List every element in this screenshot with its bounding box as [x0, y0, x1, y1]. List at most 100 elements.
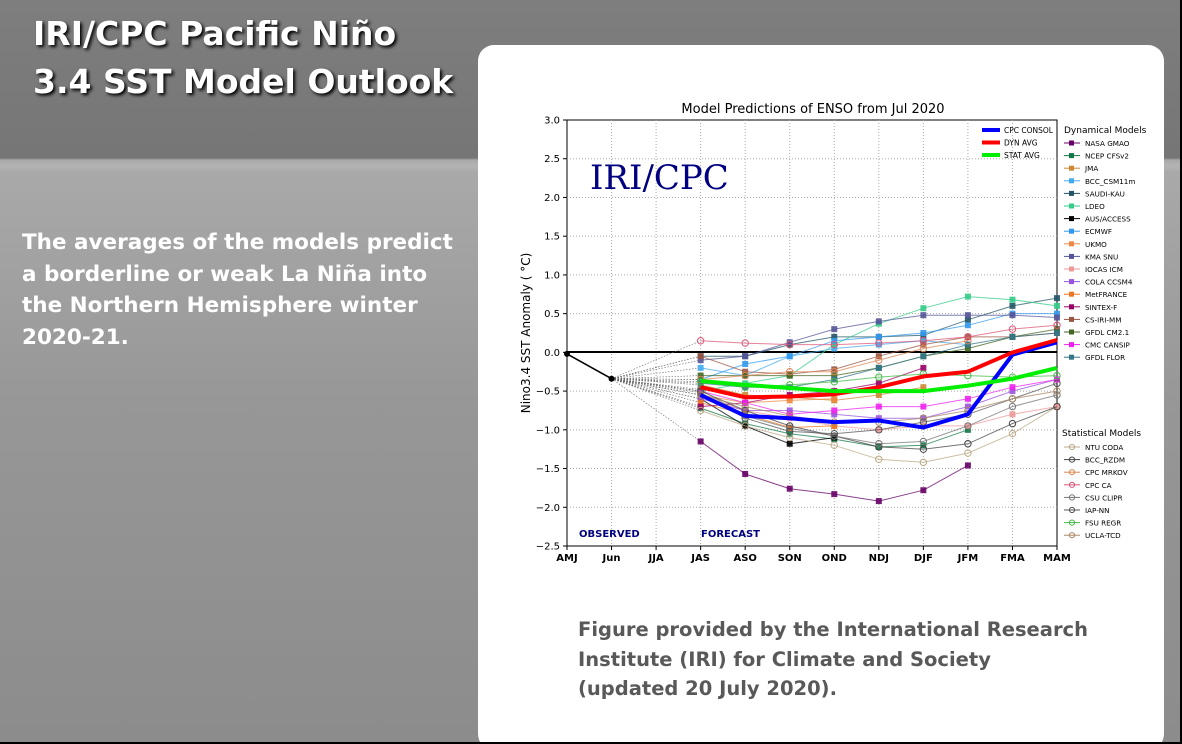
model-point [964, 341, 971, 348]
legend-model-label: SINTEX-F [1085, 303, 1117, 312]
model-point [831, 434, 838, 441]
model-point [919, 344, 928, 353]
legend-model-label: NASA GMAO [1085, 139, 1130, 148]
model-point [1053, 387, 1061, 395]
model-point [786, 440, 793, 447]
model-point [742, 368, 749, 375]
x-tick-label: DJF [914, 553, 933, 564]
model-point [1053, 321, 1061, 329]
model-point [875, 391, 882, 398]
model-point [875, 498, 882, 505]
observed-point [608, 375, 615, 382]
model-point [831, 395, 838, 402]
legend-summary-label: DYN AVG [1004, 139, 1038, 148]
observed-point [564, 350, 570, 357]
model-point [697, 438, 704, 445]
model-point [875, 380, 882, 387]
model-point [786, 340, 794, 349]
model-connector [611, 378, 701, 393]
model-point [875, 440, 883, 448]
model-point [920, 364, 927, 371]
legend-model-marker [1068, 519, 1076, 526]
legend-model-marker [1069, 354, 1074, 360]
model-point [1008, 325, 1017, 333]
model-point [697, 353, 704, 360]
model-point [742, 470, 749, 477]
model-point [1009, 302, 1016, 309]
legend-model-label: UKMO [1085, 240, 1107, 249]
model-point [1008, 402, 1017, 411]
model-lines [611, 293, 1061, 505]
y-tick-label: 1.0 [544, 270, 560, 281]
y-tick-label: −1.0 [536, 425, 560, 436]
model-point [831, 376, 838, 383]
model-point [875, 353, 882, 360]
legend-model-marker [1068, 469, 1076, 476]
model-point [920, 403, 927, 410]
summary-lines [699, 338, 1058, 430]
model-point [1054, 314, 1060, 321]
model-point [831, 333, 838, 340]
legend-model-marker [1068, 494, 1076, 501]
model-connector [611, 378, 701, 400]
model-point [964, 462, 971, 469]
slide-title-line-2: 3.4 SST Model Outlook [33, 62, 454, 101]
model-point [1054, 302, 1060, 309]
model-point [964, 333, 972, 341]
model-connector [611, 340, 701, 379]
model-point [831, 372, 838, 379]
model-point [697, 357, 704, 364]
model-line [700, 402, 835, 429]
x-tick-label: OND [822, 553, 847, 564]
model-line [700, 382, 1058, 435]
y-tick-label: 0.0 [544, 348, 560, 359]
y-axis-ticks: 3.0 2.5 2.0 1.5 1.0 0.5 0.0 −0.5 −1.0 −1.5 −2.0 −2.… [536, 116, 567, 553]
legend-model-marker [1069, 216, 1074, 222]
model-point [831, 337, 838, 344]
observed-line-path [566, 353, 612, 380]
model-point [831, 411, 838, 418]
legend-model-label: FSU REGR [1085, 519, 1121, 528]
y-tick-label: −1.5 [536, 464, 560, 475]
y-tick-label: 3.0 [544, 116, 560, 127]
model-series [611, 337, 972, 384]
legend-model-label: CPC MRKOV [1085, 468, 1128, 477]
legend-model-label: KMA SNU [1085, 252, 1118, 261]
model-point [920, 487, 927, 494]
legend-model-marker [1068, 443, 1076, 451]
observed-label: OBSERVED [579, 529, 640, 540]
model-point [964, 422, 972, 430]
model-point [697, 380, 704, 387]
model-point [830, 378, 838, 386]
legend-model-label: LDEO [1085, 202, 1105, 211]
model-line [700, 324, 1058, 346]
model-point [875, 373, 883, 381]
model-point [875, 356, 883, 364]
model-point [875, 426, 883, 434]
legend-model-marker [1069, 228, 1074, 234]
model-point [831, 491, 838, 498]
legend-model-marker [1069, 203, 1074, 209]
model-point [697, 403, 704, 410]
model-point [875, 333, 882, 340]
legend-model-marker [1068, 481, 1076, 488]
model-point [786, 424, 793, 431]
model-point [742, 353, 749, 360]
legend-model-marker [1068, 532, 1076, 539]
model-point [741, 402, 749, 411]
legend-model-marker [1069, 241, 1074, 247]
model-point [964, 449, 972, 457]
model-point [786, 427, 794, 436]
x-tick-label: JFM [957, 553, 979, 564]
caption-line-3: (updated 20 July 2020). [578, 677, 838, 700]
legend-model-label: ECMWF [1085, 227, 1112, 236]
model-point [1053, 371, 1061, 380]
model-point [1009, 388, 1016, 395]
model-point [786, 411, 793, 418]
x-tick-label: AMJ [556, 553, 577, 564]
legend-model-marker [1069, 342, 1074, 348]
model-point [830, 432, 838, 440]
caption-line-1: Figure provided by the International Res… [578, 618, 1088, 641]
legend-model-marker [1069, 316, 1074, 322]
model-point [1008, 419, 1017, 428]
